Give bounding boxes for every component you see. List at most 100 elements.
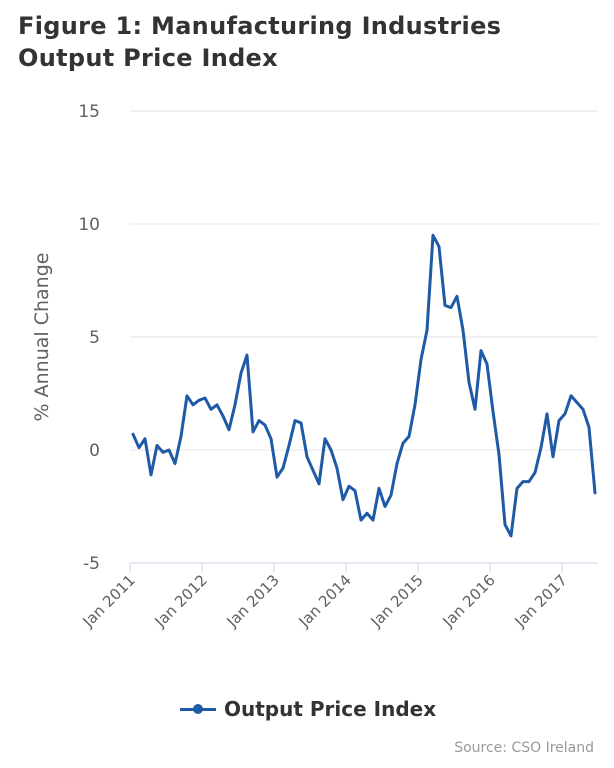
data-point[interactable]	[574, 400, 580, 406]
data-point[interactable]	[376, 485, 382, 491]
data-point[interactable]	[502, 522, 508, 528]
data-point[interactable]	[244, 352, 250, 358]
data-point[interactable]	[454, 293, 460, 299]
x-tick-label: Jan 2013	[223, 571, 283, 631]
data-point[interactable]	[382, 504, 388, 510]
data-point[interactable]	[304, 454, 310, 460]
legend[interactable]: Output Price Index	[180, 694, 436, 724]
data-point[interactable]	[424, 327, 430, 333]
data-point[interactable]	[190, 402, 196, 408]
data-point[interactable]	[520, 479, 526, 485]
data-point[interactable]	[142, 436, 148, 442]
data-point[interactable]	[346, 483, 352, 489]
data-point[interactable]	[262, 422, 268, 428]
data-point[interactable]	[478, 348, 484, 354]
data-point[interactable]	[406, 433, 412, 439]
data-point[interactable]	[238, 370, 244, 376]
data-point[interactable]	[418, 357, 424, 363]
source-credit: Source: CSO Ireland	[454, 740, 594, 756]
data-point[interactable]	[580, 406, 586, 412]
data-point[interactable]	[214, 402, 220, 408]
data-point[interactable]	[532, 470, 538, 476]
data-point[interactable]	[526, 479, 532, 485]
data-point[interactable]	[226, 427, 232, 433]
legend-label: Output Price Index	[224, 697, 437, 721]
data-point[interactable]	[148, 472, 154, 478]
data-point[interactable]	[316, 481, 322, 487]
data-point[interactable]	[358, 517, 364, 523]
x-tick-label: Jan 2014	[295, 571, 355, 631]
data-point[interactable]	[592, 490, 598, 496]
data-point[interactable]	[514, 485, 520, 491]
gridlines	[130, 110, 598, 451]
data-point[interactable]	[298, 420, 304, 426]
data-point[interactable]	[196, 397, 202, 403]
data-point[interactable]	[250, 429, 256, 435]
series-group	[130, 232, 598, 539]
data-point[interactable]	[232, 402, 238, 408]
x-tick-label: Jan 2017	[511, 571, 571, 631]
x-tick-label: Jan 2012	[151, 571, 211, 631]
data-point[interactable]	[550, 454, 556, 460]
data-point[interactable]	[160, 449, 166, 455]
data-point[interactable]	[388, 492, 394, 498]
y-axis-label: % Annual Change	[31, 253, 53, 422]
data-point[interactable]	[268, 436, 274, 442]
data-point[interactable]	[202, 395, 208, 401]
data-point[interactable]	[430, 232, 436, 238]
data-point[interactable]	[436, 244, 442, 250]
data-point[interactable]	[448, 305, 454, 311]
data-point[interactable]	[154, 443, 160, 449]
data-point[interactable]	[568, 393, 574, 399]
data-point[interactable]	[412, 402, 418, 408]
y-tick-label: 10	[78, 215, 100, 235]
data-point[interactable]	[490, 409, 496, 415]
data-point[interactable]	[544, 411, 550, 417]
data-point[interactable]	[322, 436, 328, 442]
data-point[interactable]	[472, 406, 478, 412]
data-point[interactable]	[370, 517, 376, 523]
data-point[interactable]	[334, 465, 340, 471]
data-point[interactable]	[178, 433, 184, 439]
data-point[interactable]	[394, 461, 400, 467]
data-point[interactable]	[280, 465, 286, 471]
data-point[interactable]	[466, 379, 472, 385]
data-point[interactable]	[220, 413, 226, 419]
data-point[interactable]	[484, 361, 490, 367]
data-point[interactable]	[172, 461, 178, 467]
y-axis-ticks: 15 10 5 0 -5	[78, 102, 100, 574]
x-tick-label: Jan 2015	[367, 571, 427, 631]
data-point[interactable]	[340, 497, 346, 503]
data-point[interactable]	[328, 447, 334, 453]
data-point[interactable]	[286, 443, 292, 449]
data-point[interactable]	[586, 424, 592, 430]
data-point[interactable]	[274, 474, 280, 480]
data-point[interactable]	[292, 418, 298, 424]
data-point[interactable]	[310, 467, 316, 473]
x-tick-label: Jan 2011	[79, 571, 139, 631]
data-point[interactable]	[400, 440, 406, 446]
chart-title: Figure 1: Manufacturing Industries Outpu…	[18, 12, 502, 72]
data-point[interactable]	[256, 418, 262, 424]
y-tick-label: 15	[78, 102, 100, 122]
data-point[interactable]	[556, 418, 562, 424]
data-point[interactable]	[562, 411, 568, 417]
data-point[interactable]	[460, 327, 466, 333]
data-point[interactable]	[538, 445, 544, 451]
data-point[interactable]	[352, 488, 358, 494]
y-tick-label: -5	[83, 554, 100, 574]
data-point[interactable]	[496, 452, 502, 458]
data-point[interactable]	[442, 302, 448, 308]
data-point[interactable]	[184, 393, 190, 399]
y-tick-label: 5	[89, 328, 100, 348]
x-tick-label: Jan 2016	[439, 571, 499, 631]
data-point[interactable]	[364, 510, 370, 516]
legend-swatch-icon	[180, 694, 216, 724]
data-point[interactable]	[208, 406, 214, 412]
data-point[interactable]	[508, 533, 514, 539]
series-line-output-price-index[interactable]	[131, 233, 597, 538]
data-point[interactable]	[130, 431, 136, 437]
data-point[interactable]	[166, 447, 172, 453]
data-point[interactable]	[136, 445, 142, 451]
